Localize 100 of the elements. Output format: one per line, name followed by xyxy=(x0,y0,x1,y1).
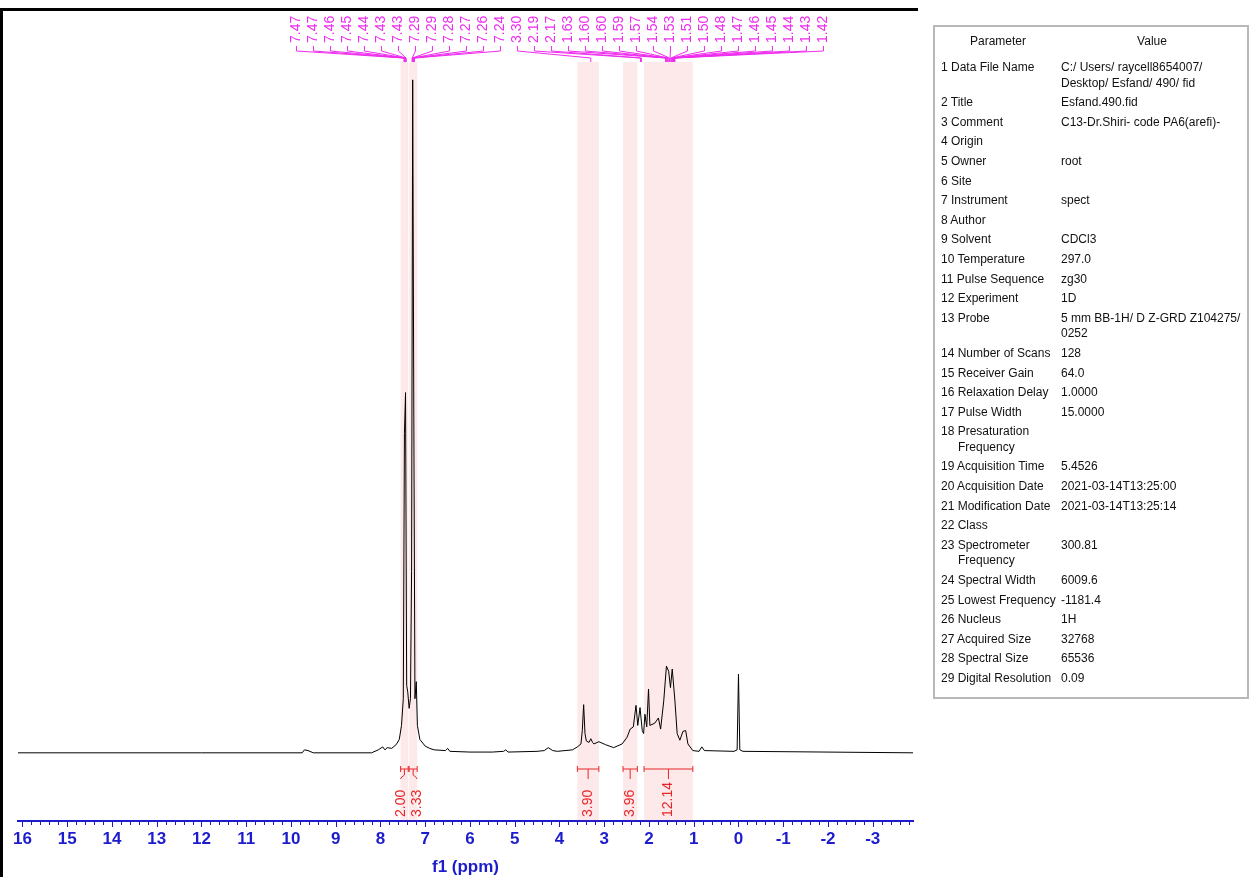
text: 32768 xyxy=(1061,631,1095,646)
band-label: 12.14 xyxy=(659,781,676,817)
category-label: 7 Instrument xyxy=(940,192,1009,210)
annotation: 1.42 xyxy=(814,15,831,43)
text: Value xyxy=(1136,33,1168,50)
category-label: 12 Experiment xyxy=(940,290,1020,308)
category-label: 25 Lowest Frequency xyxy=(940,591,1057,609)
annotation: 1.51 xyxy=(678,15,695,43)
annotation: 7.24 xyxy=(491,15,508,43)
text: spect xyxy=(1061,193,1090,208)
x-tick-label: 2 xyxy=(644,829,654,849)
annotation: 7.43 xyxy=(389,15,406,43)
annotation: 7.47 xyxy=(304,15,321,43)
x-tick-label: -2 xyxy=(820,829,836,849)
text: -1181.4 xyxy=(1061,592,1101,607)
annotation: 7.28 xyxy=(440,15,457,43)
x-tick-label: 4 xyxy=(554,829,565,849)
text: Esfand.490.fid xyxy=(1061,95,1138,110)
text: 1H xyxy=(1061,612,1077,627)
category-label: 9 Solvent xyxy=(940,231,993,249)
annotation: 1.47 xyxy=(729,15,746,43)
x-tick-label: 11 xyxy=(237,829,256,849)
annotation: 1.60 xyxy=(576,15,593,43)
category-label: 15 Receiver Gain xyxy=(940,364,1035,382)
x-tick-label: 7 xyxy=(420,829,430,849)
annotation: 7.29 xyxy=(423,15,440,43)
text: root xyxy=(1061,153,1082,168)
annotation: 1.48 xyxy=(712,15,729,43)
text: CDCl3 xyxy=(1061,232,1097,247)
category-label: 4 Origin xyxy=(940,133,985,151)
category-label: 14 Number of Scans xyxy=(940,344,1052,362)
category-label: 10 Temperature xyxy=(940,250,1026,268)
annotation: 1.44 xyxy=(780,15,797,43)
category-label: 29 Digital Resolution xyxy=(940,670,1053,687)
category-label: 13 Probe xyxy=(940,309,991,327)
annotation: 1.59 xyxy=(610,15,627,43)
band-label: 2.00 xyxy=(391,789,408,817)
annotation: 1.63 xyxy=(559,15,576,43)
annotation: 2.17 xyxy=(542,15,559,43)
annotation: 1.60 xyxy=(593,15,610,43)
annotation: 7.44 xyxy=(355,15,372,43)
x-tick-label: 16 xyxy=(13,829,32,849)
text: 65536 xyxy=(1061,651,1095,666)
annotation: 7.46 xyxy=(321,15,338,43)
annotation: 7.29 xyxy=(406,15,423,43)
x-tick-label: 13 xyxy=(147,829,167,849)
x-tick-label: 8 xyxy=(375,829,386,849)
text: C:/ Users/ raycell8654007/ Desktop/ Esfand/ 490/ fid xyxy=(1061,60,1203,90)
x-tick-label: -1 xyxy=(775,829,791,849)
x-tick-label: 3 xyxy=(599,829,609,849)
text: C13-Dr.Shiri- code PA6(arefi)- xyxy=(1061,114,1221,129)
annotation: 1.43 xyxy=(797,15,814,43)
category-label: 18 Presaturation Frequency xyxy=(940,423,1031,456)
text: 5.4526 xyxy=(1061,459,1098,474)
x-tick-label: 0 xyxy=(733,829,744,849)
x-tick-label: 10 xyxy=(281,829,301,849)
x-tick-label: 9 xyxy=(331,829,341,849)
annotation: 7.27 xyxy=(457,15,474,43)
x-axis-title: f1 (ppm) xyxy=(431,857,500,877)
category-label: 17 Pulse Width xyxy=(940,403,1023,421)
category-label: 2 Title xyxy=(940,94,974,112)
text: 128 xyxy=(1061,345,1082,360)
band-label: 3.90 xyxy=(578,789,595,817)
x-tick-label: 5 xyxy=(509,829,520,849)
text: Parameter xyxy=(969,33,1027,50)
x-tick-label: 14 xyxy=(102,829,122,849)
category-label: 8 Author xyxy=(940,211,987,229)
annotation: 3.30 xyxy=(508,15,525,43)
annotation: 7.47 xyxy=(287,15,304,43)
annotation: 1.50 xyxy=(695,15,712,43)
category-label: 23 Spectrometer Frequency xyxy=(940,536,1031,570)
annotation: 1.57 xyxy=(627,15,644,43)
text: 300.81 xyxy=(1061,537,1098,552)
text: zg30 xyxy=(1061,271,1088,286)
x-tick-label: 12 xyxy=(192,829,211,849)
text: 15.0000 xyxy=(1061,404,1105,419)
text: 6009.6 xyxy=(1061,573,1098,588)
annotation: 1.45 xyxy=(763,15,780,43)
text: 1.0000 xyxy=(1061,385,1098,400)
category-label: 19 Acquisition Time xyxy=(940,458,1046,476)
category-label: 26 Nucleus xyxy=(940,611,1003,629)
text: 0.09 xyxy=(1061,671,1085,685)
annotation: 7.26 xyxy=(474,15,491,43)
annotation: 1.54 xyxy=(644,15,661,43)
text: 5 mm BB-1H/ D Z-GRD Z104275/ 0252 xyxy=(1061,310,1241,341)
annotation: 7.45 xyxy=(338,15,355,43)
text: 2021-03-14T13:25:00 xyxy=(1061,479,1177,494)
band-label: 3.96 xyxy=(621,789,638,817)
category-label: 20 Acquisition Date xyxy=(940,478,1045,496)
annotation: 2.19 xyxy=(525,15,542,43)
x-tick-label: 6 xyxy=(465,829,475,849)
category-label: 11 Pulse Sequence xyxy=(940,270,1046,288)
annotation: 7.43 xyxy=(372,15,389,43)
category-label: 1 Data File Name xyxy=(940,59,1036,76)
category-label: 16 Relaxation Delay xyxy=(940,384,1050,402)
text: 64.0 xyxy=(1061,365,1085,380)
category-label: 3 Comment xyxy=(940,113,1005,131)
x-tick-label: 1 xyxy=(688,829,699,849)
annotation: 1.53 xyxy=(661,15,678,43)
text: 2021-03-14T13:25:14 xyxy=(1061,498,1177,513)
